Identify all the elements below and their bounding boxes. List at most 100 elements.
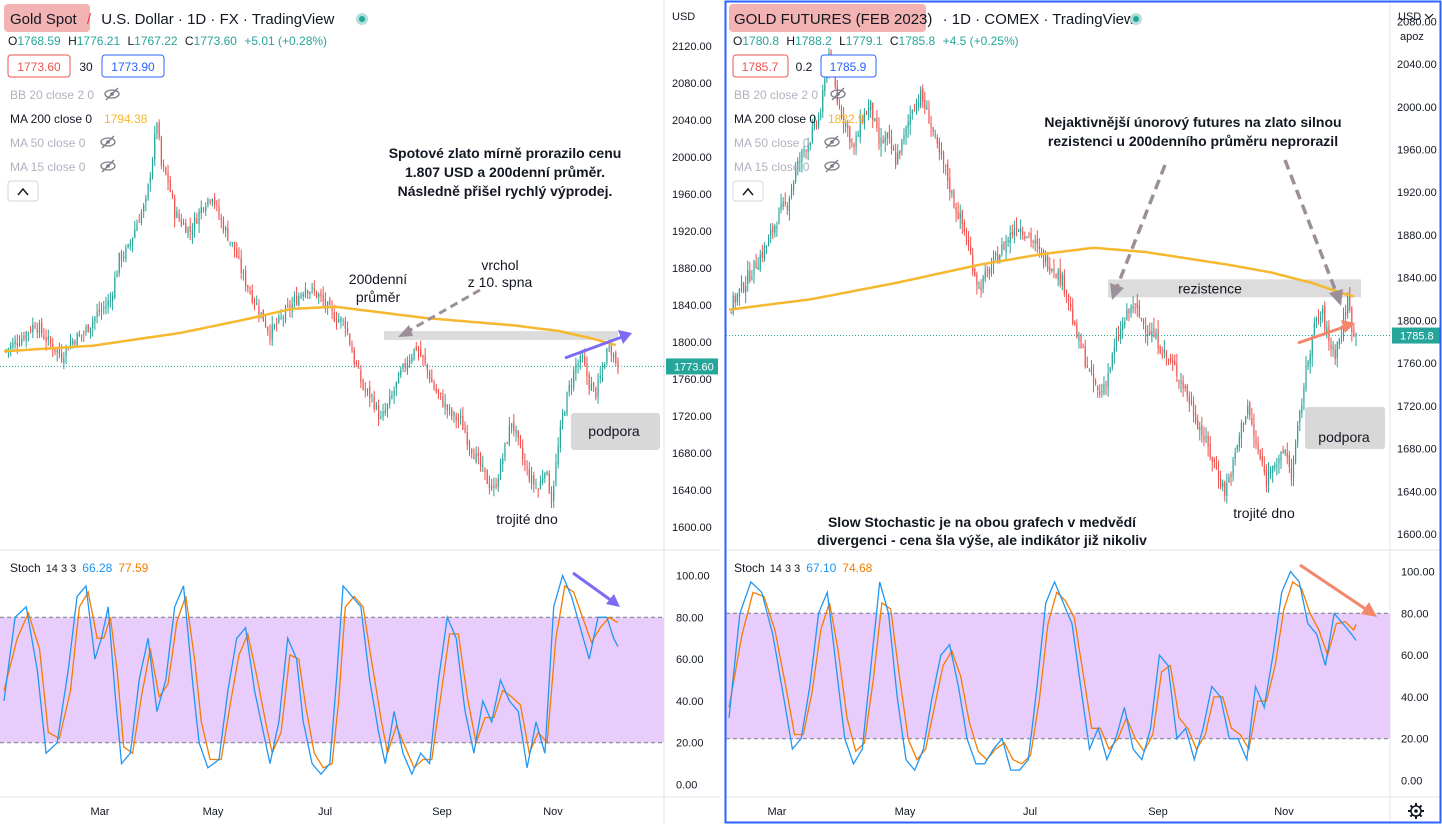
stoch-tick-label: 40.00 xyxy=(1401,692,1429,704)
eye-off-icon[interactable] xyxy=(100,135,116,149)
candle-body xyxy=(238,255,240,258)
left-collapse-legend-button[interactable] xyxy=(7,180,39,202)
candle-body xyxy=(575,364,577,373)
eye-off-icon[interactable] xyxy=(824,159,840,173)
candle-body xyxy=(1267,470,1270,486)
candle-body xyxy=(411,357,413,362)
candle-body xyxy=(258,306,260,315)
right-chart-panel: rezistence podpora Nejaktivnější únorový… xyxy=(722,0,1442,824)
candle-body xyxy=(1288,455,1290,467)
candle-body xyxy=(1195,412,1197,423)
candle-body xyxy=(1107,373,1109,388)
candle-body xyxy=(1063,274,1065,293)
candle-body xyxy=(1344,311,1347,317)
candle-body xyxy=(446,404,448,410)
candle-body xyxy=(604,364,606,369)
right-ind-ma50[interactable]: MA 50 close 0 xyxy=(734,136,810,150)
left-symbol[interactable]: Gold Spot xyxy=(10,11,78,28)
candle-body xyxy=(581,356,584,359)
candle-body xyxy=(1213,458,1215,463)
eye-off-icon[interactable] xyxy=(100,159,116,173)
right-symbol-highlight[interactable] xyxy=(729,4,926,32)
candle-body xyxy=(546,471,548,475)
svg-text:GOLD FUTURES (FEB 2023): GOLD FUTURES (FEB 2023) · 1D · COMEX · T… xyxy=(734,11,1135,28)
eye-off-icon[interactable] xyxy=(824,135,840,149)
candle-body xyxy=(34,326,36,329)
price-tick-label: 2000.00 xyxy=(1397,102,1437,114)
candle-body xyxy=(899,150,901,155)
settings-gear-icon[interactable] xyxy=(1408,803,1424,819)
candle-body xyxy=(878,127,880,145)
candle-body xyxy=(1278,458,1280,464)
candle-body xyxy=(1192,401,1195,416)
candle-body xyxy=(149,177,151,183)
candle-body xyxy=(986,269,988,271)
right-buy-button[interactable] xyxy=(820,54,877,78)
candle-body xyxy=(448,407,451,409)
candle-body xyxy=(1184,386,1186,389)
right-stoch-arrowhead xyxy=(1361,602,1377,617)
right-symbol[interactable]: GOLD FUTURES (FEB 2023) xyxy=(734,11,932,28)
candle-body xyxy=(218,205,220,218)
right-stoch-legend[interactable]: Stoch 14 3 3 67.10 74.68 xyxy=(734,561,873,575)
svg-text:divergenci - cena šla výše, al: divergenci - cena šla výše, ale indikáto… xyxy=(817,532,1147,548)
candle-body xyxy=(978,286,980,288)
right-gray-arrow-2 xyxy=(1283,159,1338,293)
svg-text:1.807 USD a 200denní průměr.: 1.807 USD a 200denní průměr. xyxy=(405,164,605,180)
candle-body xyxy=(78,334,80,336)
left-symbol-highlight[interactable] xyxy=(4,4,90,32)
left-indicator-legend: BB 20 close 2 0 MA 200 close 0 1794.38 M… xyxy=(7,87,148,202)
left-buy-button[interactable] xyxy=(101,54,165,78)
candle-body xyxy=(1172,360,1174,363)
candle-body xyxy=(329,299,331,306)
chevron-down-icon[interactable] xyxy=(1424,13,1434,19)
right-indicator-legend: BB 20 close 2 0 MA 200 close 0 1822.9 MA… xyxy=(732,87,865,202)
candle-body xyxy=(1101,391,1103,393)
candle-body xyxy=(1059,269,1061,285)
right-collapse-legend-button[interactable] xyxy=(732,180,764,202)
candle-body xyxy=(1217,470,1220,480)
left-ind-ma200[interactable]: MA 200 close 0 xyxy=(10,112,92,126)
candle-body xyxy=(559,426,561,448)
eye-off-icon[interactable] xyxy=(830,87,846,101)
candle-body xyxy=(922,88,924,102)
right-ohlc: O1780.8 H1788.2 L1779.1 C1785.8 +4.5 (+0… xyxy=(733,34,1019,48)
right-sell-button[interactable] xyxy=(732,54,789,78)
candle-body xyxy=(786,206,788,210)
candle-body xyxy=(236,249,238,258)
left-resistance-box xyxy=(384,331,618,341)
candle-body xyxy=(926,106,928,110)
left-ind-ma15[interactable]: MA 15 close 0 xyxy=(10,160,86,174)
time-tick-label: Nov xyxy=(1274,806,1294,818)
candle-body xyxy=(80,334,83,336)
candle-body xyxy=(63,358,65,363)
candle-body xyxy=(1082,346,1084,348)
candle-body xyxy=(269,330,271,339)
left-ind-ma50[interactable]: MA 50 close 0 xyxy=(10,136,86,150)
right-ind-ma200[interactable]: MA 200 close 0 xyxy=(734,112,816,126)
candle-body xyxy=(1145,326,1147,333)
candle-body xyxy=(1251,418,1253,424)
candle-body xyxy=(1297,425,1299,443)
candle-body xyxy=(280,316,282,318)
eye-off-icon[interactable] xyxy=(104,87,120,101)
candle-body xyxy=(584,356,586,365)
candle-body xyxy=(961,210,963,225)
candle-body xyxy=(1315,317,1318,321)
candle-body xyxy=(253,299,256,304)
price-tick-label: 2080.00 xyxy=(672,78,712,90)
candle-body xyxy=(1272,466,1274,473)
candle-body xyxy=(1257,443,1259,451)
candle-body xyxy=(493,485,495,488)
right-ind-bb[interactable]: BB 20 close 2 0 xyxy=(734,88,818,102)
right-ind-ma15[interactable]: MA 15 close 0 xyxy=(734,160,810,174)
candle-body xyxy=(1349,294,1351,311)
candle-body xyxy=(1332,346,1334,351)
candle-body xyxy=(160,136,162,166)
left-stoch-legend[interactable]: Stoch 14 3 3 66.28 77.59 xyxy=(10,561,149,575)
candle-body xyxy=(351,345,353,353)
candle-body xyxy=(1155,332,1157,339)
left-ind-bb[interactable]: BB 20 close 2 0 xyxy=(10,88,94,102)
candle-body xyxy=(1340,335,1343,338)
left-sell-button[interactable] xyxy=(7,54,71,78)
